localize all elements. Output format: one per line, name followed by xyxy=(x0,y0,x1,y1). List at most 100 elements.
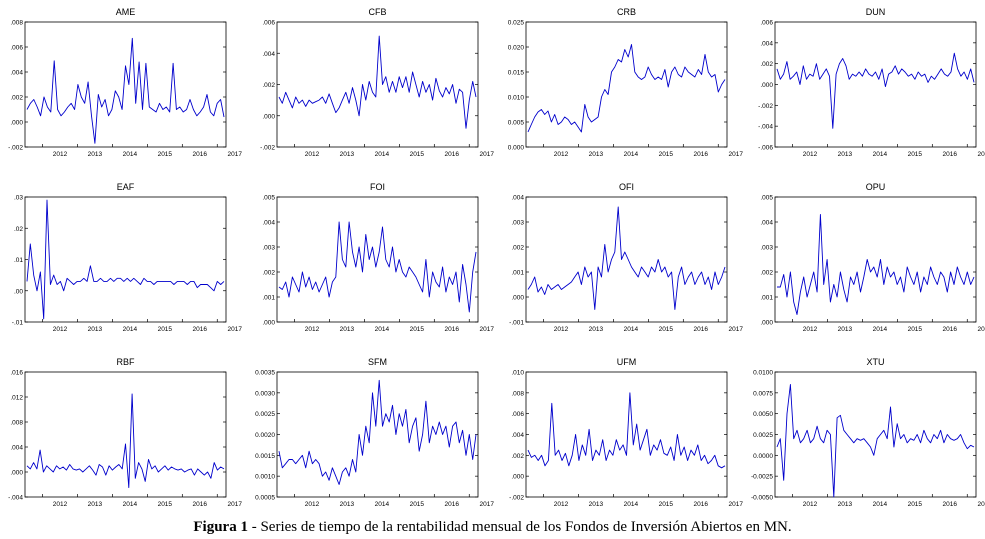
panel-crb: CRB 0.025 0.020 0.015 0.010 0.005 0.000 2012 201… xyxy=(508,7,744,158)
y-tick-label-foi: .004 xyxy=(262,220,275,227)
y-tick-label-dun: -.004 xyxy=(758,124,773,131)
y-tick-label-crb: 0.015 xyxy=(508,70,525,77)
chart-title-opu: OPU xyxy=(866,182,886,192)
x-tick-label-ofi: 2012 xyxy=(554,326,569,333)
x-tick-label-eaf: 2012 xyxy=(53,326,68,333)
x-tick-label-opu: 2017 xyxy=(978,326,985,333)
y-tick-label-ufm: .006 xyxy=(511,411,524,418)
y-tick-label-dun: -.002 xyxy=(758,103,773,110)
y-tick-label-foi: .000 xyxy=(262,320,275,327)
x-tick-label-dun: 2013 xyxy=(838,151,853,158)
chart-title-ufm: UFM xyxy=(617,357,637,367)
series-line-opu xyxy=(777,214,975,315)
x-tick-label-ufm: 2013 xyxy=(589,501,604,508)
x-tick-label-crb: 2013 xyxy=(589,151,604,158)
series-line-xtu xyxy=(776,384,975,498)
y-tick-label-sfm: 0.0015 xyxy=(255,453,275,460)
x-tick-label-dun: 2012 xyxy=(803,151,818,158)
x-tick-label-cfb: 2015 xyxy=(410,151,425,158)
x-tick-label-opu: 2014 xyxy=(873,326,888,333)
x-tick-label-dun: 2016 xyxy=(943,151,958,158)
y-tick-label-sfm: 0.0035 xyxy=(255,370,275,377)
x-tick-label-rbf: 2017 xyxy=(228,501,243,508)
x-tick-label-opu: 2016 xyxy=(943,326,958,333)
y-tick-label-xtu: 0.0075 xyxy=(753,390,773,397)
y-tick-label-foi: .002 xyxy=(262,270,275,277)
x-tick-label-dun: 2014 xyxy=(873,151,888,158)
plot-frame-ame xyxy=(24,21,227,148)
y-tick-label-opu: .001 xyxy=(760,295,773,302)
x-tick-label-sfm: 2013 xyxy=(340,501,355,508)
y-tick-label-ofi: .003 xyxy=(511,220,524,227)
x-tick-label-ofi: 2016 xyxy=(694,326,709,333)
panel-rbf: RBF .016 .012 .008 .004 .000 -.004 2012 2013 2014… xyxy=(8,357,242,508)
y-tick-label-sfm: 0.0025 xyxy=(255,411,275,418)
y-tick-label-ame: .008 xyxy=(10,20,23,27)
x-tick-label-foi: 2016 xyxy=(445,326,460,333)
y-tick-label-cfb: .006 xyxy=(262,20,275,27)
y-tick-label-dun: -.006 xyxy=(758,145,773,152)
y-tick-label-ofi: -.001 xyxy=(509,320,524,327)
series-line-cfb xyxy=(278,35,477,129)
series-line-ufm xyxy=(527,392,726,469)
y-tick-label-ufm: .008 xyxy=(511,390,524,397)
panel-cfb: CFB .006 .004 .002 .000 -.002 2012 2013 2014 2015… xyxy=(260,7,494,158)
x-tick-label-ufm: 2014 xyxy=(624,501,639,508)
x-tick-label-dun: 2015 xyxy=(908,151,923,158)
chart-grid: AME .008 .006 .004 .002 .000 -.002 2012 2013 2014… xyxy=(8,7,985,508)
x-tick-label-cfb: 2016 xyxy=(445,151,460,158)
caption-label: Figura 1 xyxy=(193,519,248,535)
series-line-foi xyxy=(278,221,477,313)
x-tick-label-crb: 2017 xyxy=(729,151,744,158)
series-line-dun xyxy=(776,52,975,129)
x-tick-label-sfm: 2012 xyxy=(305,501,320,508)
x-tick-label-xtu: 2015 xyxy=(908,501,923,508)
plot-frame-dun xyxy=(774,21,977,148)
x-tick-label-eaf: 2015 xyxy=(158,326,173,333)
y-tick-label-rbf: -.004 xyxy=(8,495,23,502)
y-tick-label-dun: .006 xyxy=(760,20,773,27)
x-tick-label-ofi: 2013 xyxy=(589,326,604,333)
y-tick-label-rbf: .000 xyxy=(10,470,23,477)
y-tick-label-crb: 0.010 xyxy=(508,95,525,102)
figure-caption: Figura 1 - Series de tiempo de la rentab… xyxy=(0,519,985,536)
x-tick-label-rbf: 2012 xyxy=(53,501,68,508)
plot-frame-eaf xyxy=(24,196,227,323)
plot-frame-ufm xyxy=(525,371,728,498)
y-tick-label-foi: .003 xyxy=(262,245,275,252)
y-tick-label-sfm: 0.0020 xyxy=(255,432,275,439)
panel-ufm: UFM .010 .008 .006 .004 .002 .000 -.002 2012 2013… xyxy=(509,357,743,508)
y-tick-label-xtu: -0.0025 xyxy=(751,474,773,481)
series-line-eaf xyxy=(26,199,225,320)
y-tick-label-eaf: .03 xyxy=(14,195,23,202)
y-tick-label-opu: .002 xyxy=(760,270,773,277)
x-tick-label-ame: 2014 xyxy=(123,151,138,158)
x-tick-label-crb: 2015 xyxy=(659,151,674,158)
plot-frame-foi xyxy=(276,196,479,323)
y-tick-label-ufm: .000 xyxy=(511,474,524,481)
x-tick-label-ame: 2012 xyxy=(53,151,68,158)
x-tick-label-xtu: 2016 xyxy=(943,501,958,508)
x-tick-label-ufm: 2012 xyxy=(554,501,569,508)
x-tick-label-foi: 2017 xyxy=(480,326,495,333)
y-tick-label-xtu: 0.0050 xyxy=(753,411,773,418)
panel-ofi: OFI .004 .003 .002 .001 .000 -.001 2012 2013 2014… xyxy=(509,182,743,333)
x-tick-label-xtu: 2012 xyxy=(803,501,818,508)
caption-text: - Series de tiempo de la rentabilidad me… xyxy=(247,519,792,535)
y-tick-label-eaf: -.01 xyxy=(12,320,24,327)
y-tick-label-cfb: .002 xyxy=(262,82,275,89)
y-tick-label-ufm: -.002 xyxy=(509,495,524,502)
x-tick-label-eaf: 2017 xyxy=(228,326,243,333)
x-tick-label-rbf: 2014 xyxy=(123,501,138,508)
x-tick-label-dun: 2017 xyxy=(978,151,985,158)
y-tick-label-eaf: .00 xyxy=(14,288,23,295)
panel-sfm: SFM 0.0035 0.0030 0.0025 0.0020 0.0015 0.0010 0… xyxy=(255,357,494,508)
x-tick-label-cfb: 2017 xyxy=(480,151,495,158)
x-tick-label-sfm: 2016 xyxy=(445,501,460,508)
x-tick-label-sfm: 2015 xyxy=(410,501,425,508)
chart-title-xtu: XTU xyxy=(867,357,885,367)
y-tick-label-rbf: .008 xyxy=(10,420,23,427)
y-tick-label-opu: .003 xyxy=(760,245,773,252)
series-line-ofi xyxy=(527,206,726,310)
y-tick-label-sfm: 0.0030 xyxy=(255,390,275,397)
